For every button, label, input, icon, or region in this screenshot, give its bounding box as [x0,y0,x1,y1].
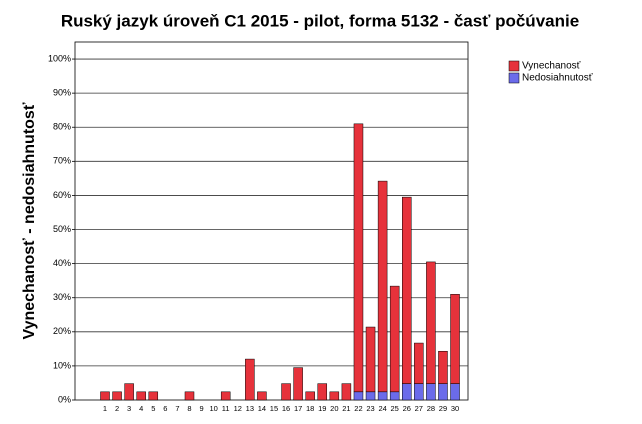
bar-segment [245,358,255,401]
y-tick-label: 20% [53,326,71,336]
bar-segment [389,391,400,401]
x-tick-label: 4 [139,404,143,413]
bar-segment [402,383,412,401]
bar-segment [365,391,376,401]
x-tick-label: 27 [415,404,423,413]
bar-segment [100,391,110,401]
bar-segment [293,367,303,401]
bar-segment [124,383,134,401]
legend-swatch [508,60,520,72]
x-tick-label: 14 [258,404,266,413]
bar-segment [329,391,340,401]
x-tick-label: 19 [318,404,326,413]
x-tick-label: 29 [439,404,447,413]
y-tick-label: 100% [48,53,71,63]
x-tick-label: 1 [103,404,107,413]
bar-segment [112,391,122,401]
y-tick-label: 0% [58,394,71,404]
x-tick-label: 26 [403,404,411,413]
y-tick-label: 30% [53,292,71,302]
x-tick-label: 5 [151,404,155,413]
bar-segment [365,326,376,393]
x-tick-label: 10 [209,404,217,413]
x-tick-label: 17 [294,404,302,413]
bar-segment [341,383,352,401]
bar-segment [305,391,315,401]
bar-segment [257,391,267,401]
y-axis-label: Vynechanosť - nedosiahnutosť [21,102,38,339]
x-tick-label: 12 [234,404,242,413]
bar-segment [438,383,448,401]
bar-segment [353,391,364,401]
y-tick-label: 60% [53,190,71,200]
bar-segment [377,180,388,393]
x-tick-label: 21 [342,404,350,413]
x-tick-label: 13 [246,404,254,413]
y-tick-label: 70% [53,156,71,166]
x-tick-label: 3 [127,404,131,413]
bar-segment [281,383,291,401]
bar-segment [426,261,436,384]
bar-segment [438,350,448,384]
y-tick-label: 50% [53,224,71,234]
x-tick-label: 23 [366,404,374,413]
x-tick-label: 9 [199,404,203,413]
y-tick-label: 90% [53,88,71,98]
bar-segment [414,383,424,401]
legend-label: Vynechanosť [522,61,581,72]
chart-title: Ruský jazyk úroveň C1 2015 - pilot, form… [61,11,579,30]
x-tick-label: 11 [222,404,230,413]
x-tick-label: 6 [163,404,167,413]
x-tick-label: 15 [270,404,278,413]
x-tick-label: 20 [330,404,338,413]
bar-segment [148,391,159,401]
x-tick-label: 18 [306,404,314,413]
x-tick-label: 25 [391,404,399,413]
bar-segment [450,294,460,384]
y-tick-label: 40% [53,258,71,268]
legend-swatch [508,72,520,84]
bar-segment [317,383,328,401]
bar-segment [389,285,400,393]
x-tick-label: 7 [175,404,179,413]
bar-segment [450,383,460,401]
bar-segment [220,391,231,401]
x-tick-label: 22 [354,404,362,413]
legend-label: Nedosiahnutosť [522,73,593,84]
y-tick-label: 80% [53,122,71,132]
x-tick-label: 28 [427,404,435,413]
bar-segment [377,391,388,401]
bar-segment [136,391,146,401]
bar-segment [402,196,412,384]
bar-segment [353,123,364,393]
bar-segment [184,391,195,401]
x-tick-label: 16 [282,404,290,413]
x-tick-label: 30 [451,404,459,413]
bar-segment [426,383,436,401]
x-tick-label: 24 [378,404,386,413]
y-tick-label: 10% [53,360,71,370]
bar-segment [414,342,424,384]
x-tick-label: 2 [115,404,119,413]
x-tick-label: 8 [187,404,191,413]
